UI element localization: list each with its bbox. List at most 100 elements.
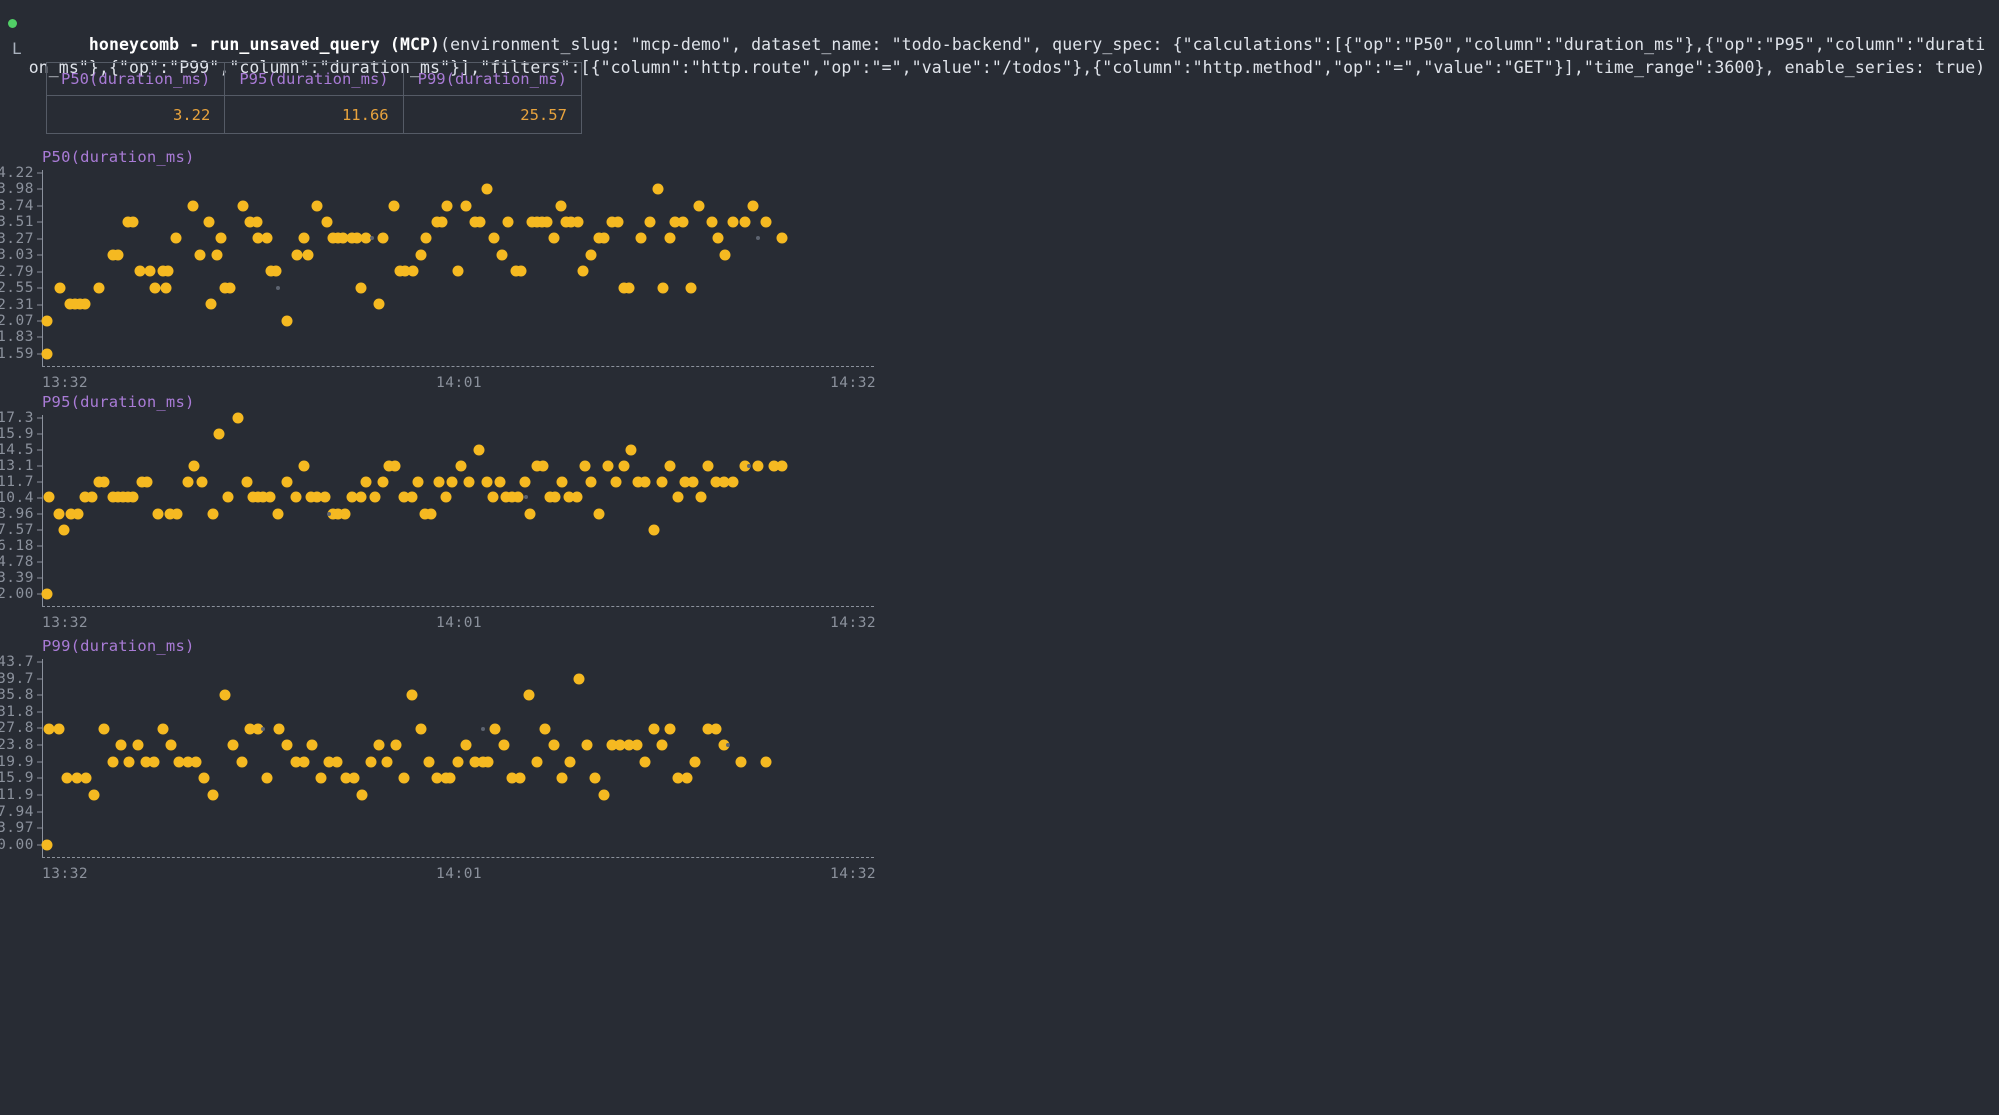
data-point — [420, 232, 432, 244]
y-tick-mark — [37, 287, 43, 289]
y-tick-label: 23.8 — [0, 737, 34, 754]
data-point — [273, 723, 285, 735]
data-point — [215, 232, 227, 244]
data-point — [556, 476, 568, 488]
y-tick-mark — [37, 761, 43, 763]
data-point — [739, 460, 751, 472]
data-point — [290, 491, 302, 503]
y-tick-mark — [37, 811, 43, 813]
data-point — [572, 216, 584, 228]
y-tick-mark — [37, 271, 43, 273]
data-point — [281, 315, 293, 327]
data-point — [311, 200, 323, 212]
data-point — [702, 723, 714, 735]
y-tick-mark — [37, 844, 43, 846]
data-point — [388, 200, 400, 212]
data-point — [444, 772, 456, 784]
data-point — [281, 476, 293, 488]
data-point — [291, 249, 303, 261]
chart-title: P95(duration_ms) — [42, 393, 195, 411]
table-cell: 11.66 — [224, 95, 404, 134]
data-point — [340, 772, 352, 784]
data-point — [496, 249, 508, 261]
chart-title: P50(duration_ms) — [42, 148, 195, 166]
data-point — [360, 476, 372, 488]
x-axis-line — [42, 366, 874, 367]
data-point — [86, 491, 98, 503]
y-tick-mark — [37, 561, 43, 563]
data-point — [241, 476, 253, 488]
column-header: P99(duration_ms) — [402, 62, 582, 96]
data-point — [760, 216, 772, 228]
y-tick-mark — [37, 481, 43, 483]
data-point — [460, 200, 472, 212]
data-point — [80, 772, 92, 784]
data-point — [523, 689, 535, 701]
data-point — [506, 772, 518, 784]
y-tick-mark — [37, 545, 43, 547]
data-point — [747, 200, 759, 212]
data-point — [211, 249, 223, 261]
y-tick-label: 39.7 — [0, 670, 34, 687]
data-point — [482, 756, 494, 768]
data-point — [689, 756, 701, 768]
data-point — [373, 298, 385, 310]
data-point — [346, 491, 358, 503]
data-point — [498, 739, 510, 751]
data-point — [93, 282, 105, 294]
data-point — [398, 491, 410, 503]
data-point — [460, 739, 472, 751]
data-point — [677, 216, 689, 228]
data-point — [58, 524, 70, 536]
x-tick-label: 13:32 — [42, 615, 89, 631]
data-point — [79, 298, 91, 310]
data-point — [356, 789, 368, 801]
data-point — [306, 739, 318, 751]
data-point — [315, 772, 327, 784]
data-point — [768, 460, 780, 472]
x-axis-corner — [42, 850, 43, 857]
data-point — [598, 789, 610, 801]
data-point — [639, 756, 651, 768]
x-tick-label: 14:01 — [436, 615, 483, 631]
y-tick-label: 1.59 — [0, 345, 34, 362]
column-header: P50(duration_ms) — [45, 62, 226, 96]
data-point — [272, 508, 284, 520]
table-row: 3.22 11.66 25.57 — [45, 95, 582, 134]
data-point — [648, 524, 660, 536]
data-point — [589, 772, 601, 784]
data-point — [631, 739, 643, 751]
y-tick-label: 4.22 — [0, 164, 34, 181]
data-point — [463, 476, 475, 488]
data-point — [585, 476, 597, 488]
data-point — [302, 249, 314, 261]
y-tick-mark — [37, 417, 43, 419]
data-point — [452, 756, 464, 768]
data-point — [565, 216, 577, 228]
data-point — [415, 249, 427, 261]
data-point — [140, 756, 152, 768]
data-point — [406, 491, 418, 503]
data-point — [252, 723, 264, 735]
x-axis-line — [42, 606, 874, 607]
data-point — [474, 216, 486, 228]
data-point — [224, 282, 236, 294]
data-point — [198, 772, 210, 784]
data-point — [298, 232, 310, 244]
data-point — [115, 739, 127, 751]
chart-3: P99(duration_ms) 43.7 39.7 35.8 31.8 27.8 23.8… — [0, 637, 876, 882]
data-point — [446, 476, 458, 488]
data-point — [165, 739, 177, 751]
data-point — [170, 232, 182, 244]
data-point — [610, 476, 622, 488]
y-tick-label: 19.9 — [0, 753, 34, 770]
data-point — [244, 723, 256, 735]
y-tick-label: 3.98 — [0, 181, 34, 198]
data-point — [606, 739, 618, 751]
data-point — [264, 491, 276, 503]
data-point — [735, 756, 747, 768]
data-point — [760, 756, 772, 768]
data-point — [65, 508, 77, 520]
data-point — [232, 412, 244, 424]
y-axis-line — [42, 415, 43, 606]
